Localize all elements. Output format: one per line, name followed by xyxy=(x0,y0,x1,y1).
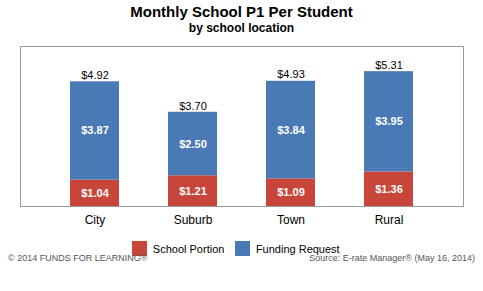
html-text:by school location: by school location xyxy=(188,21,295,35)
svg-text:City: City xyxy=(85,213,106,227)
svg-text:Rural: Rural xyxy=(375,213,404,227)
html-text:Source: E-rate Manager® (May 1: Source: E-rate Manager® (May 16, 2014) xyxy=(309,253,475,263)
svg-text:$3.95: $3.95 xyxy=(375,115,403,127)
svg-text:$4.92: $4.92 xyxy=(81,69,109,81)
svg-text:$1.09: $1.09 xyxy=(277,186,305,198)
svg-text:$3.87: $3.87 xyxy=(81,124,109,136)
html-text:© 2014 FUNDS FOR LEARNING®: © 2014 FUNDS FOR LEARNING® xyxy=(8,253,148,263)
svg-text:$3.84: $3.84 xyxy=(277,124,305,136)
svg-text:Suburb: Suburb xyxy=(174,213,213,227)
html-text:Funding Request: Funding Request xyxy=(255,242,340,255)
html-text:School Portion: School Portion xyxy=(152,242,225,255)
svg-text:Town: Town xyxy=(277,213,305,227)
svg-text:$1.36: $1.36 xyxy=(375,183,403,195)
svg-text:$1.04: $1.04 xyxy=(81,187,109,199)
svg-text:$5.31: $5.31 xyxy=(375,59,403,71)
svg-text:$1.21: $1.21 xyxy=(179,185,207,197)
html-text:Monthly School P1 Per Student: Monthly School P1 Per Student xyxy=(130,3,353,20)
svg-text:$2.50: $2.50 xyxy=(179,138,207,150)
svg-text:$4.93: $4.93 xyxy=(277,68,305,80)
svg-text:$3.70: $3.70 xyxy=(179,100,207,112)
